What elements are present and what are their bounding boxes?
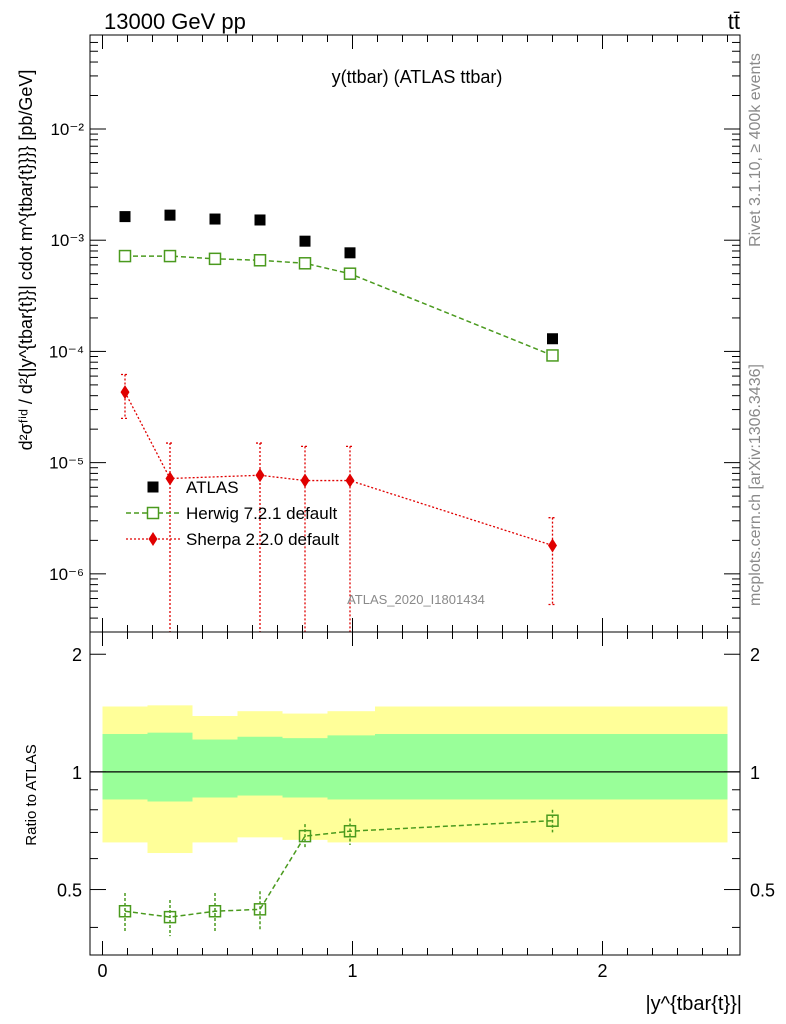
main-axes: 10⁻⁶ 10⁻⁵ 10⁻⁴ 10⁻³ 10⁻² [49,34,740,633]
atlas-data-point [299,235,311,247]
ratio-y-tick-label-right: 1 [750,763,760,783]
ratio-y-tick-label: 1 [72,763,82,783]
legend: ATLAS Herwig 7.2.1 default Sherpa 2.2.0 de… [126,478,339,549]
atlas-data-point [344,247,356,259]
uncertainty-band-inner [192,739,238,798]
atlas-data-point [254,214,266,226]
sherpa-line [124,391,553,547]
uncertainty-band-inner [327,735,375,800]
herwig-point [163,249,177,263]
x-tick-label: 2 [597,961,607,981]
main-y-tick-label: 10⁻⁴ [49,342,84,361]
ratio-data-layer [90,705,740,937]
herwig-point [118,249,132,263]
main-y-tick-label: 10⁻⁶ [49,565,84,584]
x-axis-label: |y^{tbar{t}}| [645,993,742,1015]
sherpa-point [300,473,310,488]
rivet-label: Rivet 3.1.10, ≥ 400k events [747,53,764,247]
ratio-herwig-point [163,910,177,924]
herwig-point [253,254,267,267]
legend-atlas-marker [147,481,159,493]
x-tick-label: 0 [97,961,107,981]
ratio-panel: 0 1 2 0.5 0.5 1 1 2 2 Ratio to ATLAS |y^{tbar{t}… [23,631,775,1015]
process-label: tt̄ [728,9,740,34]
uncertainty-band-inner [237,736,283,796]
analysis-watermark: ATLAS_2020_I1801434 [347,592,485,607]
uncertainty-band-inner [147,732,193,802]
uncertainty-band-inner [102,734,148,800]
main-data-layer [118,209,559,632]
sherpa-point [345,473,355,488]
atlas-data-point [119,211,131,223]
ratio-herwig-point [546,814,559,827]
atlas-data-point [547,333,558,345]
herwig-point [546,349,559,362]
herwig-line [125,255,553,357]
energy-label: 13000 GeV pp [104,9,246,34]
uncertainty-band-inner [282,738,328,798]
atlas-data-point [209,213,221,225]
ratio-frame [89,631,741,956]
ratio-herwig-point [253,903,267,916]
x-tick-label: 1 [347,961,357,981]
ratio-herwig-point [343,824,357,838]
ratio-y-tick-label-right: 2 [750,645,760,665]
main-y-tick-label: 10⁻³ [50,231,84,250]
sherpa-point [120,385,130,400]
main-title: y(ttbar) (ATLAS ttbar) [332,67,503,87]
ratio-y-tick-label: 2 [72,645,82,665]
ratio-herwig-point [118,904,132,918]
atlas-data-point [164,209,176,221]
ratio-y-tick-label-right: 0.5 [750,881,775,901]
legend-sherpa-marker [148,532,158,546]
herwig-point [343,267,357,280]
mcplots-label: mcplots.cern.ch [arXiv:1306.3436] [747,364,764,606]
main-y-tick-label: 10⁻⁵ [49,454,84,473]
legend-sherpa-label: Sherpa 2.2.0 default [186,530,339,549]
legend-herwig-marker [146,506,160,520]
uncertainty-band-inner [375,734,728,800]
main-panel: 10⁻⁶ 10⁻⁵ 10⁻⁴ 10⁻³ 10⁻² y(ttbar) (ATLAS ttb… [16,34,741,633]
ratio-axes: 0 1 2 0.5 0.5 1 1 2 2 [57,632,775,981]
legend-atlas-label: ATLAS [186,478,239,497]
herwig-point [208,252,222,266]
legend-herwig-label: Herwig 7.2.1 default [186,504,337,523]
ratio-y-axis-label: Ratio to ATLAS [23,744,40,845]
main-y-tick-label: 10⁻² [50,120,84,139]
ratio-y-tick-label: 0.5 [57,881,82,901]
main-y-axis-label: d²σᶠⁱᵈ / d²{|y^{tbar{t}}| cdot m^{tbar{t… [16,70,36,451]
sherpa-point [255,468,265,483]
sherpa-point [165,471,175,486]
ratio-herwig-point [298,829,312,843]
herwig-point [298,257,312,270]
sherpa-point [548,538,557,553]
ratio-herwig-point [208,904,222,918]
